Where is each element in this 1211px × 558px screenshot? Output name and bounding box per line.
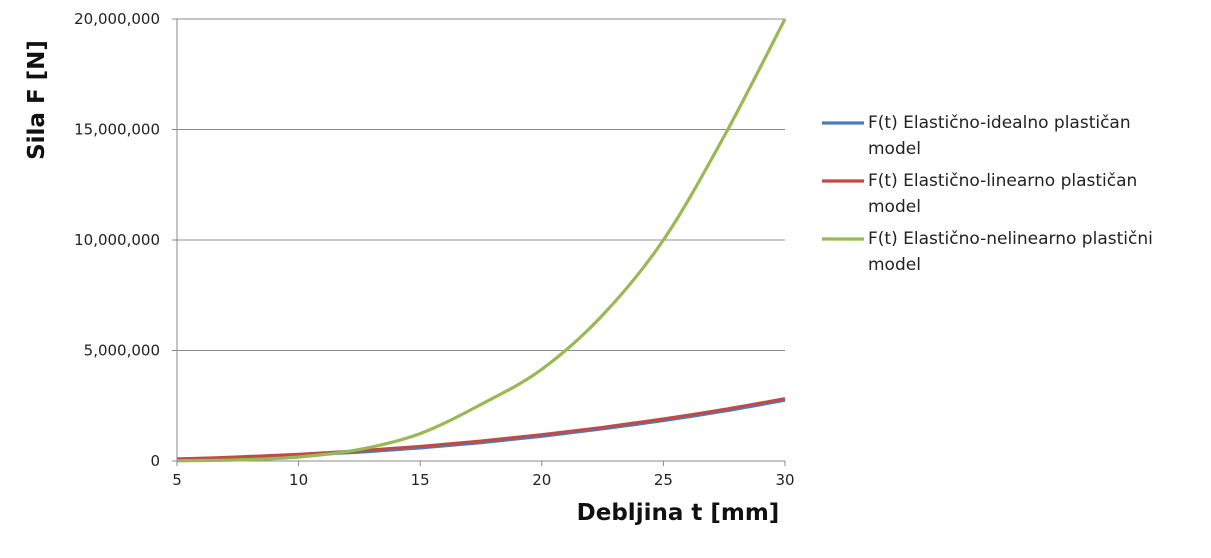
legend-entry: F(t) Elastično-idealno plastičan model — [868, 113, 1131, 159]
x-tick-label: 20 — [532, 471, 551, 489]
y-tick-label: 10,000,000 — [74, 231, 160, 249]
y-axis-title: Sila F [N] — [24, 40, 50, 160]
legend-entry: F(t) Elastično-linearno plastičan model — [868, 171, 1137, 217]
x-axis-title: Debljina t [mm] — [577, 500, 780, 526]
x-tick-label: 30 — [775, 471, 794, 489]
y-tick-label: 0 — [150, 452, 160, 470]
x-tick-label: 5 — [172, 471, 182, 489]
y-tick-label: 5,000,000 — [84, 342, 160, 360]
y-tick-label: 20,000,000 — [74, 10, 160, 28]
series-line-1 — [177, 400, 785, 459]
series-line-2 — [177, 399, 785, 459]
legend-entry: F(t) Elastično-nelinearno plastični model — [868, 229, 1153, 275]
x-tick-label: 25 — [654, 471, 673, 489]
y-tick-labels: 0 5,000,000 10,000,000 15,000,000 20,000,000 — [74, 10, 177, 470]
y-tick-label: 15,000,000 — [74, 121, 160, 139]
x-tick-labels: 5 10 15 20 25 30 — [172, 461, 794, 489]
x-tick-label: 15 — [411, 471, 430, 489]
x-tick-label: 10 — [289, 471, 308, 489]
legend: F(t) Elastično-idealno plastičan model F(t… — [822, 113, 1153, 275]
gridlines — [177, 19, 785, 351]
